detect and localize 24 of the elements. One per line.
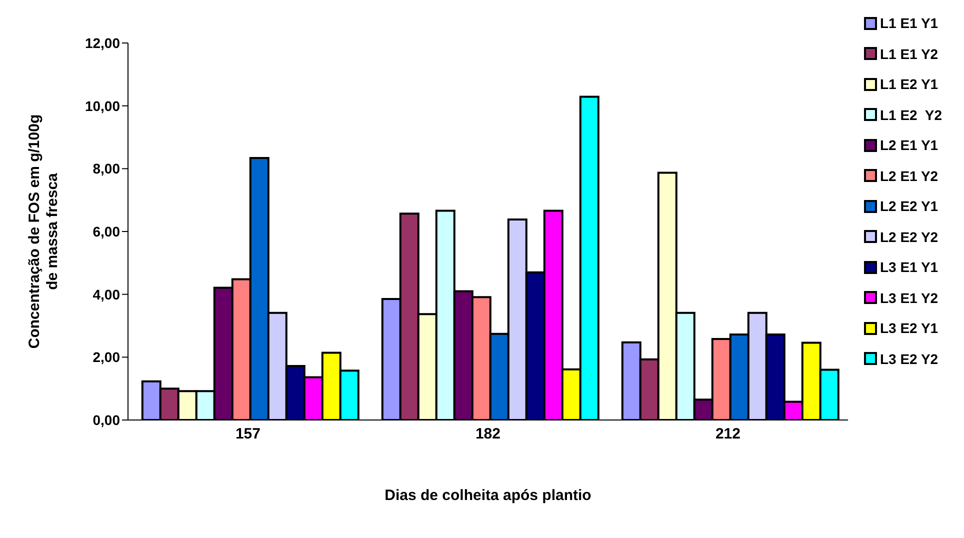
- x-tick-label: 182: [475, 426, 501, 443]
- y-axis-title: Concentração de FOS em g/100g de massa fresca: [26, 114, 61, 349]
- y-tick-label: 4,00: [92, 286, 120, 302]
- legend-label: L2 E2 Y1: [880, 198, 938, 214]
- legend-label: L2 E2 Y2: [880, 228, 938, 245]
- legend-label: L1 E2 Y1: [880, 76, 938, 92]
- y-tick-label: 0,00: [92, 412, 120, 428]
- x-tick-label: 157: [235, 426, 261, 443]
- legend-label: L2 E1 Y2: [880, 168, 938, 184]
- legend-label: L3 E2 Y1: [880, 320, 938, 336]
- legend-label: L3 E1 Y2: [880, 290, 938, 306]
- y-tick-label: 6,00: [92, 223, 120, 240]
- y-tick-label: 12,00: [84, 34, 120, 51]
- legend-label: L1 E1 Y1: [880, 15, 938, 32]
- x-tick-label: 212: [715, 426, 741, 443]
- y-tick-label: 10,00: [84, 98, 120, 114]
- legend-label: L3 E2 Y2: [880, 350, 938, 367]
- legend-label: L1 E2 Y2: [880, 106, 942, 123]
- y-tick-label: 2,00: [92, 349, 120, 366]
- legend-label: L2 E1 Y1: [880, 137, 938, 154]
- legend-label: L3 E1 Y1: [880, 259, 938, 276]
- legend-label: L1 E1 Y2: [880, 46, 938, 62]
- x-axis-title: Dias de colheita após plantio: [384, 487, 592, 504]
- y-tick-label: 8,00: [92, 160, 120, 177]
